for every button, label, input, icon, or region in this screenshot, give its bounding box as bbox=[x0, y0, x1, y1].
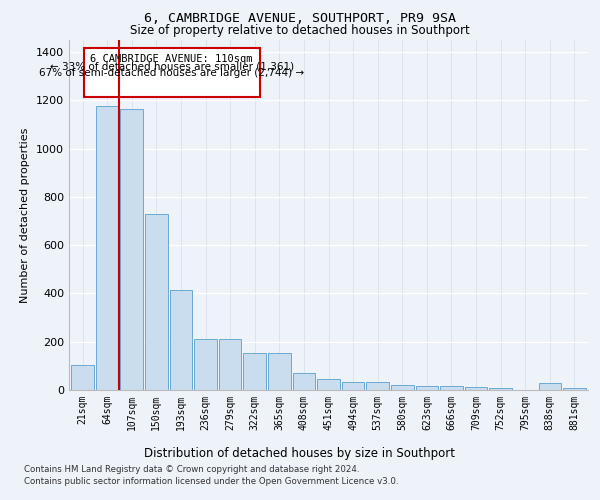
Bar bbox=[342, 382, 364, 390]
Bar bbox=[268, 352, 290, 390]
Text: ← 33% of detached houses are smaller (1,361): ← 33% of detached houses are smaller (1,… bbox=[50, 61, 294, 71]
Text: 67% of semi-detached houses are larger (2,744) →: 67% of semi-detached houses are larger (… bbox=[39, 68, 304, 78]
Bar bbox=[440, 386, 463, 390]
Bar bbox=[465, 387, 487, 390]
Bar bbox=[219, 340, 241, 390]
Bar bbox=[563, 388, 586, 390]
Bar bbox=[145, 214, 167, 390]
Bar bbox=[539, 383, 561, 390]
Text: Contains HM Land Registry data © Crown copyright and database right 2024.: Contains HM Land Registry data © Crown c… bbox=[24, 466, 359, 474]
Text: Contains public sector information licensed under the Open Government Licence v3: Contains public sector information licen… bbox=[24, 477, 398, 486]
Text: Size of property relative to detached houses in Southport: Size of property relative to detached ho… bbox=[130, 24, 470, 37]
Bar bbox=[170, 290, 192, 390]
Bar bbox=[244, 352, 266, 390]
Bar bbox=[391, 385, 413, 390]
Bar bbox=[194, 340, 217, 390]
Text: Distribution of detached houses by size in Southport: Distribution of detached houses by size … bbox=[145, 448, 455, 460]
Bar bbox=[71, 364, 94, 390]
Bar bbox=[367, 382, 389, 390]
Y-axis label: Number of detached properties: Number of detached properties bbox=[20, 128, 31, 302]
Bar bbox=[416, 386, 438, 390]
Text: 6, CAMBRIDGE AVENUE, SOUTHPORT, PR9 9SA: 6, CAMBRIDGE AVENUE, SOUTHPORT, PR9 9SA bbox=[144, 12, 456, 26]
Bar bbox=[293, 373, 315, 390]
Bar bbox=[96, 106, 118, 390]
Bar bbox=[84, 48, 260, 96]
Bar bbox=[121, 109, 143, 390]
Text: 6 CAMBRIDGE AVENUE: 110sqm: 6 CAMBRIDGE AVENUE: 110sqm bbox=[91, 54, 253, 64]
Bar bbox=[490, 388, 512, 390]
Bar bbox=[317, 379, 340, 390]
